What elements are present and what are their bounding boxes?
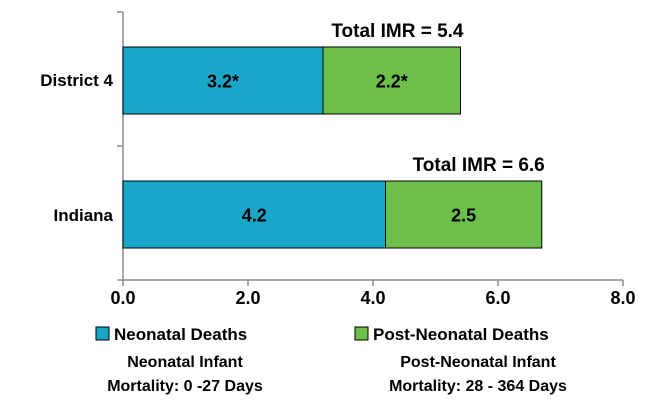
legend-note: Neonatal Infant: [127, 354, 243, 371]
legend-note: Mortality: 28 - 364 Days: [389, 378, 567, 395]
legend-note: Post-Neonatal Infant: [400, 354, 556, 371]
axes: 0.0 2.0 4.0 6.0 8.0: [110, 11, 636, 308]
total-imr-label: Total IMR = 6.6: [413, 155, 545, 176]
category-label: District 4: [40, 71, 113, 90]
legend: Neonatal Deaths Post-Neonatal Deaths Neona…: [95, 325, 567, 395]
bar-segment: [322, 46, 461, 115]
bar-value-label: 3.2*: [207, 72, 239, 92]
bars: [122, 46, 543, 249]
legend-swatch: [354, 326, 369, 341]
total-imr-label: Total IMR = 5.4: [331, 21, 464, 42]
legend-label: Neonatal Deaths: [114, 325, 247, 344]
legend-note: Mortality: 0 -27 Days: [107, 378, 263, 395]
labels: District 4 Indiana 3.2* 2.2* Total IMR = 5.4…: [40, 21, 545, 226]
x-tick-label: 4.0: [360, 288, 385, 308]
bar-value-label: 2.2*: [376, 72, 408, 92]
x-tick-label: 0.0: [110, 288, 135, 308]
bar-value-label: 2.5: [451, 206, 476, 226]
legend-label: Post-Neonatal Deaths: [373, 325, 549, 344]
bar-segment: [385, 180, 543, 249]
legend-swatch: [95, 326, 110, 341]
category-label: Indiana: [53, 206, 113, 225]
x-tick-label: 2.0: [235, 288, 260, 308]
bar-value-label: 4.2: [242, 206, 267, 226]
x-tick-label: 6.0: [485, 288, 510, 308]
x-tick-label: 8.0: [610, 288, 635, 308]
